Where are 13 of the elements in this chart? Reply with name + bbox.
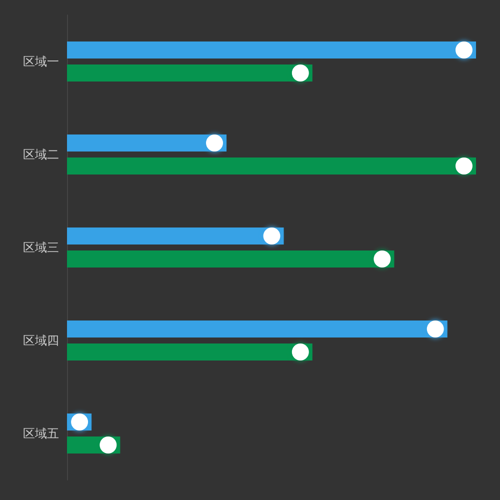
y-tick-label: 区域四 <box>23 334 59 348</box>
bar <box>67 343 312 360</box>
bar <box>67 228 284 245</box>
bar <box>67 64 312 82</box>
bar <box>67 250 394 268</box>
y-tick-label: 区域三 <box>23 240 59 254</box>
bar <box>67 320 448 338</box>
bar <box>67 42 476 59</box>
bar <box>67 157 476 174</box>
bar <box>67 134 227 152</box>
y-tick-label: 区域二 <box>23 148 59 162</box>
y-tick-label: 区域五 <box>23 426 59 440</box>
y-tick-label: 区域一 <box>23 54 59 68</box>
